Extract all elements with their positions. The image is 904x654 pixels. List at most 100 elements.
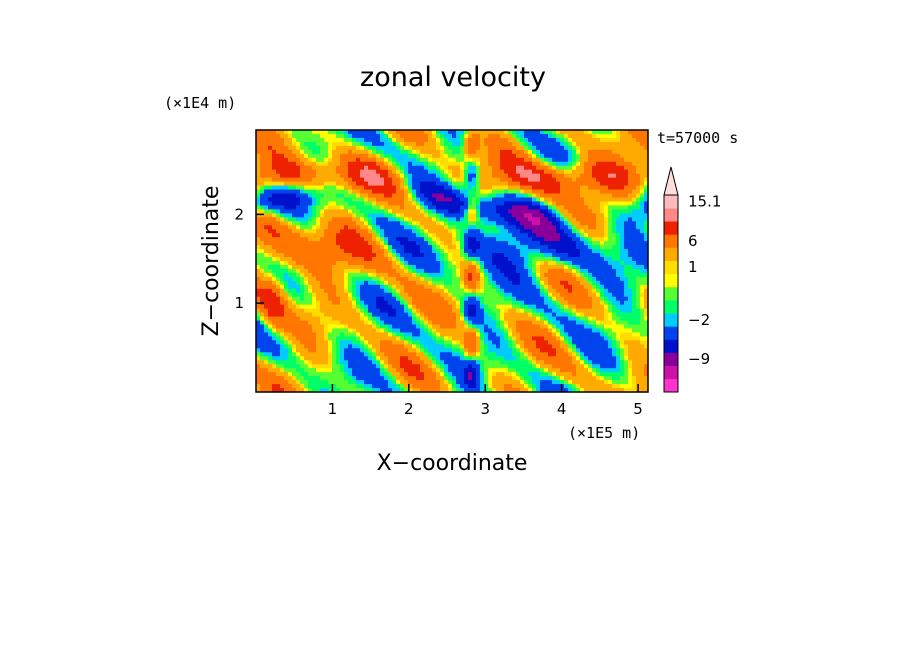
- field-cell: [344, 320, 349, 325]
- field-cell: [400, 268, 405, 274]
- field-cell: [536, 225, 541, 230]
- field-cell: [444, 189, 449, 194]
- field-cell: [632, 157, 637, 163]
- field-cell: [444, 245, 449, 250]
- field-cell: [608, 145, 613, 151]
- field-cell: [376, 185, 381, 190]
- field-cell: [404, 169, 409, 175]
- field-cell: [544, 217, 549, 222]
- field-cell: [376, 130, 381, 135]
- field-cell: [480, 221, 485, 226]
- field-cell: [552, 249, 557, 254]
- field-cell: [564, 284, 569, 290]
- field-cell: [444, 261, 449, 266]
- field-cell: [356, 197, 361, 202]
- field-cell: [600, 257, 605, 262]
- field-cell: [464, 157, 469, 163]
- field-cell: [400, 217, 405, 222]
- field-cell: [500, 328, 505, 333]
- field-cell: [384, 149, 389, 155]
- field-cell: [304, 205, 309, 210]
- field-cell: [488, 201, 493, 206]
- field-cell: [588, 181, 593, 186]
- field-cell: [344, 316, 349, 321]
- field-cell: [416, 249, 421, 254]
- field-cell: [308, 280, 313, 286]
- field-cell: [416, 173, 421, 179]
- field-cell: [296, 189, 301, 194]
- field-cell: [456, 320, 461, 325]
- field-cell: [360, 249, 365, 254]
- field-cell: [504, 264, 509, 270]
- field-cell: [428, 308, 433, 314]
- field-cell: [392, 169, 397, 175]
- field-cell: [384, 257, 389, 262]
- field-cell: [364, 141, 369, 147]
- field-cell: [340, 161, 345, 167]
- field-cell: [436, 308, 441, 314]
- field-cell: [420, 241, 425, 246]
- field-cell: [380, 268, 385, 274]
- field-cell: [556, 308, 561, 314]
- field-cell: [264, 237, 269, 242]
- field-cell: [272, 149, 277, 155]
- field-cell: [536, 312, 541, 317]
- field-cell: [596, 137, 601, 143]
- field-cell: [284, 272, 289, 278]
- field-cell: [588, 296, 593, 302]
- field-cell: [332, 157, 337, 163]
- field-cell: [536, 133, 541, 139]
- field-cell: [288, 181, 293, 186]
- field-cell: [512, 130, 517, 135]
- field-cell: [272, 185, 277, 190]
- field-cell: [440, 328, 445, 333]
- field-cell: [292, 157, 297, 163]
- field-cell: [268, 173, 273, 179]
- field-cell: [500, 209, 505, 214]
- field-cell: [584, 312, 589, 317]
- field-cell: [272, 221, 277, 226]
- field-cell: [612, 296, 617, 302]
- field-cell: [620, 133, 625, 139]
- field-cell: [600, 217, 605, 222]
- field-cell: [412, 185, 417, 190]
- field-cell: [448, 292, 453, 298]
- field-cell: [496, 280, 501, 286]
- field-cell: [524, 249, 529, 254]
- field-cell: [356, 324, 361, 329]
- field-cell: [456, 233, 461, 238]
- field-cell: [472, 181, 477, 186]
- field-cell: [548, 296, 553, 302]
- field-cell: [472, 308, 477, 314]
- field-cell: [280, 233, 285, 238]
- field-cell: [432, 205, 437, 210]
- field-cell: [280, 245, 285, 250]
- field-cell: [424, 173, 429, 179]
- field-cell: [332, 145, 337, 151]
- field-cell: [388, 288, 393, 294]
- field-cell: [504, 304, 509, 310]
- field-cell: [520, 197, 525, 202]
- field-cell: [404, 280, 409, 286]
- field-cell: [316, 312, 321, 317]
- field-cell: [480, 197, 485, 202]
- field-cell: [504, 181, 509, 186]
- field-cell: [600, 268, 605, 274]
- field-cell: [516, 320, 521, 325]
- field-cell: [624, 308, 629, 314]
- field-cell: [328, 284, 333, 290]
- field-cell: [500, 233, 505, 238]
- field-cell: [280, 149, 285, 155]
- field-cell: [364, 292, 369, 298]
- field-cell: [508, 316, 513, 321]
- field-cell: [612, 213, 617, 218]
- field-cell: [268, 257, 273, 262]
- field-cell: [280, 276, 285, 282]
- field-cell: [436, 233, 441, 238]
- field-cell: [628, 225, 633, 230]
- field-cell: [336, 177, 341, 183]
- field-cell: [552, 268, 557, 274]
- field-cell: [324, 221, 329, 226]
- field-cell: [620, 264, 625, 270]
- field-cell: [300, 205, 305, 210]
